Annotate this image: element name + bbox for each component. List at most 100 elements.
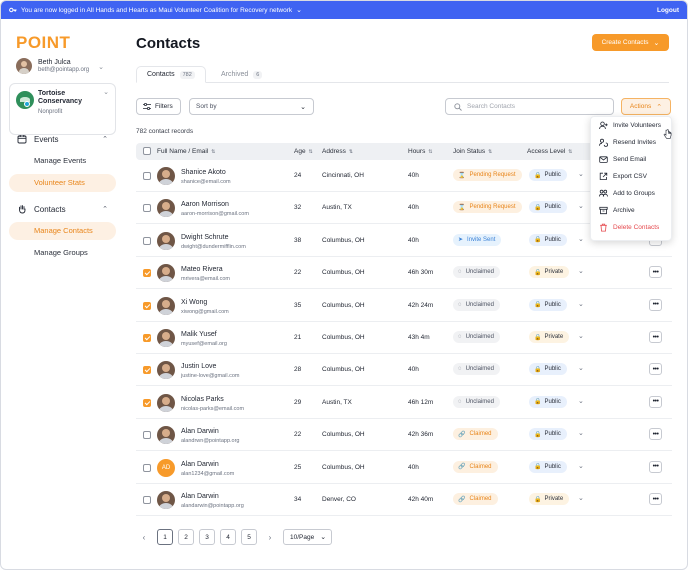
actions-button[interactable]: Actions ⌃ (621, 98, 671, 115)
per-page-select[interactable]: 10/Page ⌄ (283, 529, 332, 545)
menu-item-add-to-groups[interactable]: Add to Groups (591, 185, 671, 202)
row-checkbox[interactable] (143, 334, 151, 342)
contact-name[interactable]: Mateo Rivera (181, 266, 223, 274)
column-header-join-status[interactable]: Join Status ⇅ (453, 143, 492, 160)
nav-item-volunteer-stats[interactable]: Volunteer Stats (9, 174, 116, 192)
contact-name[interactable]: Justin Love (181, 363, 217, 371)
column-header-hours[interactable]: Hours ⇅ (408, 143, 433, 160)
chevron-down-icon[interactable]: ⌄ (578, 462, 584, 470)
row-more-button[interactable]: ••• (649, 428, 662, 441)
contact-name[interactable]: Aaron Morrison (181, 201, 229, 209)
chevron-down-icon[interactable]: ⌄ (578, 397, 584, 405)
page-button-4[interactable]: 4 (220, 529, 236, 545)
row-checkbox[interactable] (143, 236, 151, 245)
access-level-badge[interactable]: 🔒 Public (529, 233, 567, 246)
table-row[interactable]: Justin Love justine-love@gmail.com 28 Co… (136, 354, 672, 387)
nav-events-toggle[interactable]: Events ⌃ (9, 130, 116, 148)
create-contacts-button[interactable]: Create Contacts ⌄ (592, 34, 669, 51)
contact-name[interactable]: Xi Wong (181, 298, 208, 306)
chevron-down-icon[interactable]: ⌄ (578, 268, 584, 276)
access-level-badge[interactable]: 🔒 Public (529, 395, 567, 408)
row-more-button[interactable]: ••• (649, 363, 662, 376)
prev-page-button[interactable]: ‹ (142, 532, 146, 542)
row-more-button[interactable]: ••• (649, 298, 662, 311)
table-row[interactable]: Alan Darwin alandrwn@pointapp.org 22 Col… (136, 419, 672, 452)
contact-name[interactable]: Dwight Schrute (181, 233, 229, 241)
access-level-badge[interactable]: 🔒 Private (529, 266, 570, 279)
chevron-down-icon[interactable]: ⌄ (578, 365, 584, 373)
table-row[interactable]: Mateo Rivera mrivera@email.com 22 Columb… (136, 257, 672, 290)
chevron-down-icon[interactable]: ⌄ (578, 333, 584, 340)
menu-item-invite-volunteers[interactable]: Invite Volunteers (591, 117, 671, 134)
logout-link[interactable]: Logout (656, 6, 679, 14)
row-checkbox[interactable] (143, 172, 151, 180)
table-row[interactable]: Aaron Morrison aaron-morrison@gmail.com … (136, 192, 672, 225)
menu-item-delete-contacts[interactable]: Delete Contacts (591, 219, 671, 236)
point-logo[interactable]: POINT (16, 33, 71, 52)
row-more-button[interactable]: ••• (649, 493, 662, 505)
chevron-down-icon[interactable]: ⌄ (578, 203, 584, 211)
filters-button[interactable]: Filters (136, 98, 181, 115)
user-switcher[interactable]: Beth Julca beth@pointapp.org ⌄ (16, 58, 116, 74)
menu-item-archive[interactable]: Archive (591, 202, 671, 219)
chevron-down-icon[interactable]: ⌄ (578, 495, 584, 502)
page-button-3[interactable]: 3 (199, 529, 215, 545)
tab-archived[interactable]: Archived 6 (211, 66, 272, 83)
contact-name[interactable]: Alan Darwin (181, 493, 219, 500)
row-checkbox[interactable] (143, 463, 151, 472)
next-page-button[interactable]: › (268, 532, 272, 542)
contact-name[interactable]: Shanice Akoto (181, 169, 226, 176)
chevron-down-icon[interactable]: ⌄ (578, 300, 584, 308)
access-level-badge[interactable]: 🔒 Public (529, 169, 567, 181)
chevron-down-icon[interactable]: ⌄ (578, 171, 584, 178)
contact-name[interactable]: Malik Yusef (181, 331, 217, 338)
row-more-button[interactable]: ••• (649, 331, 662, 343)
sort-select[interactable]: Sort by ⌄ (189, 98, 314, 115)
tab-contacts[interactable]: Contacts 782 (136, 66, 206, 83)
org-switcher[interactable]: Tortoise Conservancy Nonprofit ⌄ (9, 83, 116, 135)
nav-item-manage-contacts[interactable]: Manage Contacts (9, 222, 116, 240)
access-level-badge[interactable]: 🔒 Private (529, 331, 570, 343)
table-row[interactable]: AD Alan Darwin alan1234@gmail.com 25 Col… (136, 452, 672, 484)
column-header-age[interactable]: Age ⇅ (294, 143, 313, 160)
row-checkbox[interactable] (143, 301, 151, 310)
menu-item-export-csv[interactable]: Export CSV (591, 168, 671, 185)
contact-name[interactable]: Alan Darwin (181, 428, 219, 436)
access-level-badge[interactable]: 🔒 Public (529, 201, 567, 214)
row-checkbox[interactable] (143, 366, 151, 375)
nav-contacts-toggle[interactable]: Contacts ⌃ (9, 200, 116, 218)
access-level-badge[interactable]: 🔒 Private (529, 493, 570, 505)
access-level-badge[interactable]: 🔒 Public (529, 460, 567, 473)
row-checkbox[interactable] (143, 431, 151, 440)
chevron-down-icon[interactable]: ⌄ (578, 430, 584, 438)
nav-item-manage-events[interactable]: Manage Events (34, 156, 87, 165)
row-checkbox[interactable] (143, 398, 151, 407)
column-header-address[interactable]: Address ⇅ (322, 143, 353, 160)
contact-name[interactable]: Alan Darwin (181, 460, 219, 468)
table-row[interactable]: Nicolas Parks nicolas-parks@email.com 29… (136, 387, 672, 419)
page-button-5[interactable]: 5 (241, 529, 257, 545)
menu-item-resend-invites[interactable]: Resend Invites (591, 134, 671, 151)
chevron-down-icon[interactable]: ⌄ (296, 7, 302, 14)
row-checkbox[interactable] (143, 269, 151, 278)
row-more-button[interactable]: ••• (649, 266, 662, 279)
table-row[interactable]: Malik Yusef myusef@email.org 21 Columbus… (136, 322, 672, 354)
access-level-badge[interactable]: 🔒 Public (529, 428, 567, 441)
column-header-name[interactable]: Full Name / Email ⇅ (157, 143, 216, 160)
row-more-button[interactable]: ••• (649, 395, 662, 408)
contact-name[interactable]: Nicolas Parks (181, 395, 224, 403)
menu-item-send-email[interactable]: Send Email (591, 151, 671, 168)
search-input[interactable]: Search Contacts (445, 98, 614, 115)
row-checkbox[interactable] (143, 496, 151, 504)
table-row[interactable]: Alan Darwin alandarwin@pointapp.org 34 D… (136, 484, 672, 516)
nav-item-manage-groups[interactable]: Manage Groups (34, 248, 88, 257)
table-row[interactable]: Dwight Schrute dwight@dundermifflin.com … (136, 225, 672, 257)
page-button-1[interactable]: 1 (157, 529, 173, 545)
chevron-down-icon[interactable]: ⌄ (578, 235, 584, 243)
page-button-2[interactable]: 2 (178, 529, 194, 545)
row-more-button[interactable]: ••• (649, 460, 662, 473)
select-all-checkbox[interactable] (143, 147, 151, 155)
column-header-access-level[interactable]: Access Level ⇅ (527, 143, 573, 160)
access-level-badge[interactable]: 🔒 Public (529, 298, 567, 311)
access-level-badge[interactable]: 🔒 Public (529, 363, 567, 376)
